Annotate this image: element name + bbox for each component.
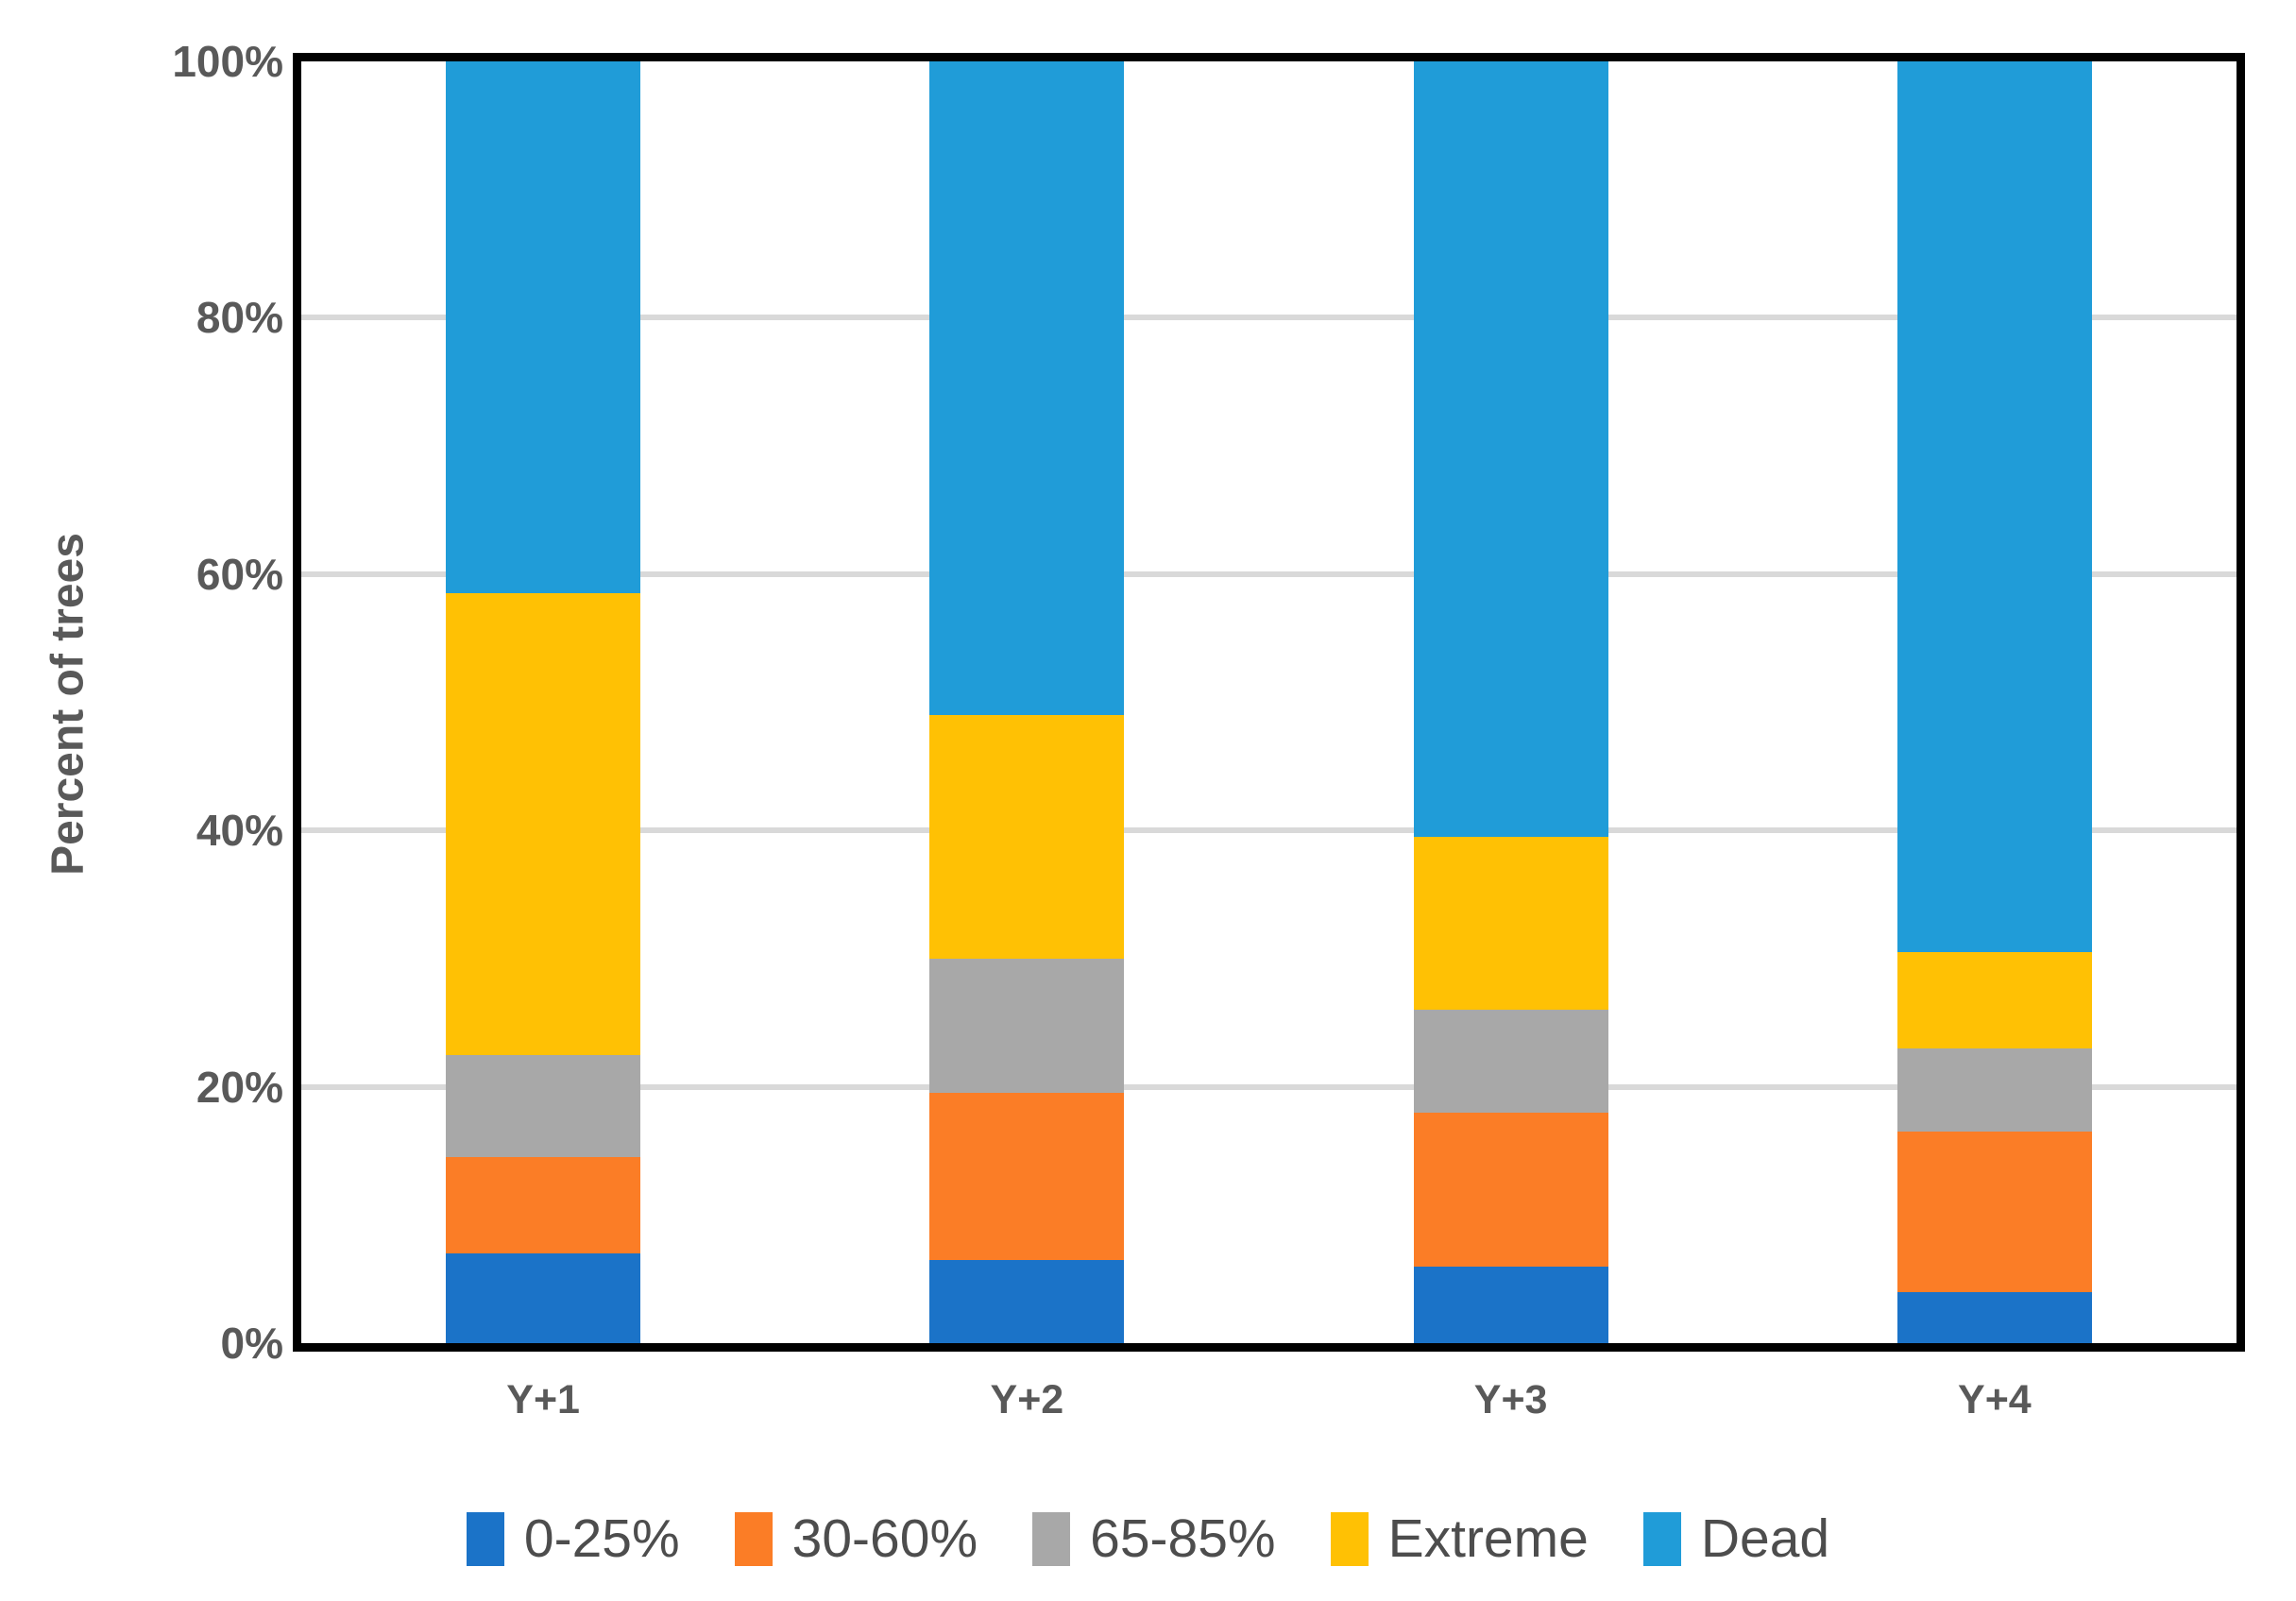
- legend-label-0-25%: 0-25%: [523, 1508, 680, 1569]
- bar-segment-Y+1-30-60%: [446, 1157, 641, 1254]
- bar-segment-Y+3-65-85%: [1413, 1010, 1608, 1113]
- bar-segment-Y+4-Dead: [1896, 61, 2092, 953]
- gridline-80: [301, 315, 2236, 321]
- legend-label-Extreme: Extreme: [1387, 1508, 1589, 1569]
- legend-label-Dead: Dead: [1700, 1508, 1830, 1569]
- bar-segment-Y+2-Dead: [929, 61, 1125, 716]
- x-tick-label-Y+1: Y+1: [506, 1377, 580, 1422]
- bar-segment-Y+1-0-25%: [446, 1253, 641, 1343]
- legend-swatch-30-60%: [734, 1511, 773, 1566]
- legend-swatch-0-25%: [466, 1511, 504, 1566]
- y-tick-label-0%: 0%: [220, 1319, 283, 1368]
- legend-item-30-60%: 30-60%: [734, 1507, 978, 1570]
- bar-segment-Y+2-0-25%: [929, 1259, 1125, 1343]
- bar-Y+4: [1896, 61, 2092, 1343]
- bar-segment-Y+4-65-85%: [1896, 1047, 2092, 1133]
- y-tick-label-80%: 80%: [196, 293, 283, 343]
- bar-segment-Y+1-Dead: [446, 61, 641, 594]
- bar-segment-Y+1-Extreme: [446, 593, 641, 1055]
- legend-swatch-65-85%: [1032, 1511, 1071, 1566]
- y-tick-label-40%: 40%: [196, 806, 283, 856]
- gridline-20: [301, 1083, 2236, 1090]
- legend-label-30-60%: 30-60%: [791, 1508, 978, 1569]
- y-tick-label-20%: 20%: [196, 1062, 283, 1112]
- bar-segment-Y+3-30-60%: [1413, 1112, 1608, 1267]
- legend-swatch-Dead: [1642, 1511, 1681, 1566]
- bar-segment-Y+3-0-25%: [1413, 1266, 1608, 1343]
- legend-swatch-Extreme: [1330, 1511, 1369, 1566]
- x-tick-label-Y+2: Y+2: [990, 1377, 1064, 1422]
- bar-segment-Y+4-0-25%: [1896, 1291, 2092, 1343]
- y-tick-label-60%: 60%: [196, 549, 283, 599]
- legend: 0-25% 30-60% 65-85% Extreme Dead: [0, 1507, 2296, 1570]
- bar-Y+2: [929, 61, 1125, 1343]
- x-tick-label-Y+4: Y+4: [1958, 1377, 2032, 1422]
- bar-segment-Y+2-65-85%: [929, 958, 1125, 1094]
- x-tick-label-Y+3: Y+3: [1473, 1377, 1548, 1422]
- bar-segment-Y+2-30-60%: [929, 1093, 1125, 1260]
- bar-segment-Y+2-Extreme: [929, 715, 1125, 959]
- bar-segment-Y+4-30-60%: [1896, 1132, 2092, 1292]
- bar-Y+1: [446, 61, 641, 1343]
- gridline-60: [301, 571, 2236, 577]
- y-tick-label-100%: 100%: [172, 37, 283, 86]
- legend-item-Extreme: Extreme: [1330, 1507, 1589, 1570]
- bar-segment-Y+1-65-85%: [446, 1054, 641, 1158]
- legend-item-65-85%: 65-85%: [1032, 1507, 1276, 1570]
- legend-label-65-85%: 65-85%: [1090, 1508, 1276, 1569]
- legend-item-0-25%: 0-25%: [466, 1507, 680, 1570]
- legend-item-Dead: Dead: [1642, 1507, 1830, 1570]
- bar-segment-Y+3-Extreme: [1413, 837, 1608, 1011]
- bar-segment-Y+3-Dead: [1413, 61, 1608, 838]
- bar-Y+3: [1413, 61, 1608, 1343]
- gridline-40: [301, 827, 2236, 834]
- bar-segment-Y+4-Extreme: [1896, 952, 2092, 1048]
- plot-area: [293, 53, 2245, 1352]
